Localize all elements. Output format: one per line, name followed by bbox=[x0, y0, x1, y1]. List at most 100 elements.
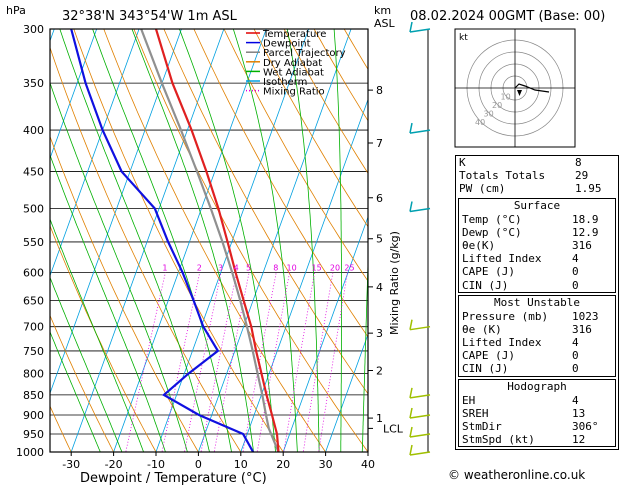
surface-label: Temp (°C) bbox=[462, 212, 522, 226]
general-index-row: PW (cm) 1.95 bbox=[456, 182, 618, 195]
isotherm-line bbox=[70, 29, 225, 452]
dry-adiabat-line bbox=[133, 29, 368, 452]
pressure-tick-label: 800 bbox=[23, 368, 44, 381]
most-unstable-label: Pressure (mb) bbox=[462, 309, 549, 323]
wind-barb bbox=[409, 394, 431, 399]
pressure-tick-label: 500 bbox=[23, 202, 44, 215]
most-unstable-row: CAPE (J) 0 bbox=[459, 349, 615, 362]
mixing-ratio-label: 4 bbox=[234, 264, 239, 273]
surface-label: CAPE (J) bbox=[462, 265, 515, 279]
general-index-value: 1.95 bbox=[575, 182, 602, 196]
dry-adiabat-line bbox=[253, 29, 368, 228]
temperature-tick-label: -30 bbox=[62, 458, 80, 471]
hodograph-stat-row: EH 4 bbox=[459, 394, 615, 407]
general-index-label: PW (cm) bbox=[459, 182, 506, 196]
wind-barb-flag bbox=[409, 407, 413, 419]
wind-barb bbox=[409, 207, 431, 213]
temperature-tick-label: 20 bbox=[276, 458, 290, 471]
wind-barb-flag bbox=[409, 444, 413, 456]
temperature-line bbox=[154, 29, 280, 452]
surface-label: Lifted Index bbox=[462, 252, 542, 266]
hodograph-ring-label: 30 bbox=[484, 109, 494, 118]
hodograph-stat-label: StmDir bbox=[462, 420, 502, 433]
most-unstable-section: Most Unstable Pressure (mb) 1023 θe (K) 316… bbox=[458, 294, 616, 377]
mixing-ratio-label: 15 bbox=[312, 264, 322, 273]
isotherm-line bbox=[113, 29, 267, 452]
dry-adiabat-line bbox=[223, 29, 368, 282]
pressure-tick-label: 700 bbox=[23, 321, 44, 334]
wind-barb-flag bbox=[409, 122, 413, 134]
general-index-value: 29 bbox=[575, 169, 589, 183]
credit-text: © weatheronline.co.uk bbox=[448, 468, 586, 482]
pressure-tick-label: 750 bbox=[23, 345, 44, 358]
hodograph-stat-label: EH bbox=[462, 393, 476, 407]
legend-entry: Isotherm bbox=[263, 77, 307, 88]
surface-value: 4 bbox=[572, 252, 579, 266]
surface-value: 0 bbox=[572, 265, 579, 279]
most-unstable-row: CIN (J) 0 bbox=[459, 362, 615, 375]
temperature-tick-label: 30 bbox=[319, 458, 333, 471]
hodograph-stat-row: StmSpd (kt) 12 bbox=[459, 433, 615, 446]
temperature-tick-label: 0 bbox=[195, 458, 202, 471]
hodograph-stat-row: SREH 13 bbox=[459, 407, 615, 420]
wind-barb-flag bbox=[409, 426, 413, 438]
hodograph-stat-value: 4 bbox=[572, 393, 579, 407]
km-tick-label: 8 bbox=[376, 84, 383, 97]
mixing-ratio-line bbox=[283, 272, 315, 452]
mixing-ratio-label: 20 bbox=[330, 264, 340, 273]
wet-adiabat-line bbox=[50, 330, 101, 452]
pressure-tick-label: 300 bbox=[23, 23, 44, 36]
mixing-ratio-label: 5 bbox=[246, 264, 251, 273]
wind-barb bbox=[409, 129, 431, 134]
chart-profiles bbox=[70, 29, 280, 452]
km-tick-label: 3 bbox=[376, 327, 383, 340]
asl-unit-label: ASL bbox=[374, 17, 396, 30]
wind-barb-flag bbox=[409, 21, 413, 33]
wind-barbs bbox=[409, 21, 431, 456]
mixing-ratio-label: 3 bbox=[218, 264, 223, 273]
dewpoint-line bbox=[70, 29, 255, 452]
dry-adiabat-line bbox=[73, 29, 284, 452]
temperature-tick-label: -20 bbox=[105, 458, 123, 471]
km-unit-label: km bbox=[374, 4, 391, 17]
dry-adiabat-line bbox=[50, 405, 72, 452]
wet-adiabat-line bbox=[178, 29, 276, 452]
wet-adiabat-line bbox=[50, 276, 123, 452]
dry-adiabat-line bbox=[50, 46, 242, 452]
parcel-trajectory-line bbox=[140, 29, 280, 452]
pressure-tick-label: 1000 bbox=[16, 446, 44, 459]
mixing-ratio-label: 2 bbox=[197, 264, 202, 273]
hodograph-section: Hodograph EH 4 SREH 13 StmDir 306° StmSpd (kt)… bbox=[458, 378, 616, 448]
most-unstable-title: Most Unstable bbox=[493, 295, 581, 309]
mixing-ratio-label: 10 bbox=[287, 264, 297, 273]
most-unstable-value: 1023 bbox=[572, 309, 599, 323]
pressure-tick-label: 850 bbox=[23, 389, 44, 402]
wind-barb bbox=[409, 28, 431, 33]
most-unstable-value: 0 bbox=[572, 349, 579, 363]
pressure-tick-label: 600 bbox=[23, 267, 44, 280]
wet-adiabat-line bbox=[50, 154, 166, 452]
surface-value: 18.9 bbox=[572, 212, 599, 226]
wind-barb bbox=[409, 451, 431, 456]
hodograph-stat-row: StmDir 306° bbox=[459, 420, 615, 433]
wind-barb-flag bbox=[409, 387, 413, 399]
wind-barb-flag bbox=[409, 201, 413, 212]
legend-entry: Wet Adiabat bbox=[263, 67, 324, 78]
general-index-label: K bbox=[459, 156, 466, 169]
most-unstable-value: 316 bbox=[572, 322, 592, 336]
mixing-ratio-label: 25 bbox=[344, 264, 354, 273]
wind-barb bbox=[409, 325, 431, 331]
surface-row: Dewp (°C) 12.9 bbox=[459, 226, 615, 239]
surface-label: θe(K) bbox=[462, 238, 496, 252]
wind-barb bbox=[409, 414, 431, 419]
hodograph-stat-label: SREH bbox=[462, 406, 489, 420]
isotherm-line bbox=[282, 215, 368, 452]
temperature-tick-label: 10 bbox=[234, 458, 248, 471]
pressure-tick-label: 900 bbox=[23, 409, 44, 422]
surface-section: Surface Temp (°C) 18.9 Dewp (°C) 12.9 θe(K) 3… bbox=[458, 197, 616, 293]
stats-panel: K 8 Totals Totals 29 PW (cm) 1.95 Surface Tem… bbox=[455, 155, 619, 451]
legend-entry: Dry Adiabat bbox=[263, 58, 322, 69]
legend-entry: Dewpoint bbox=[263, 39, 311, 50]
